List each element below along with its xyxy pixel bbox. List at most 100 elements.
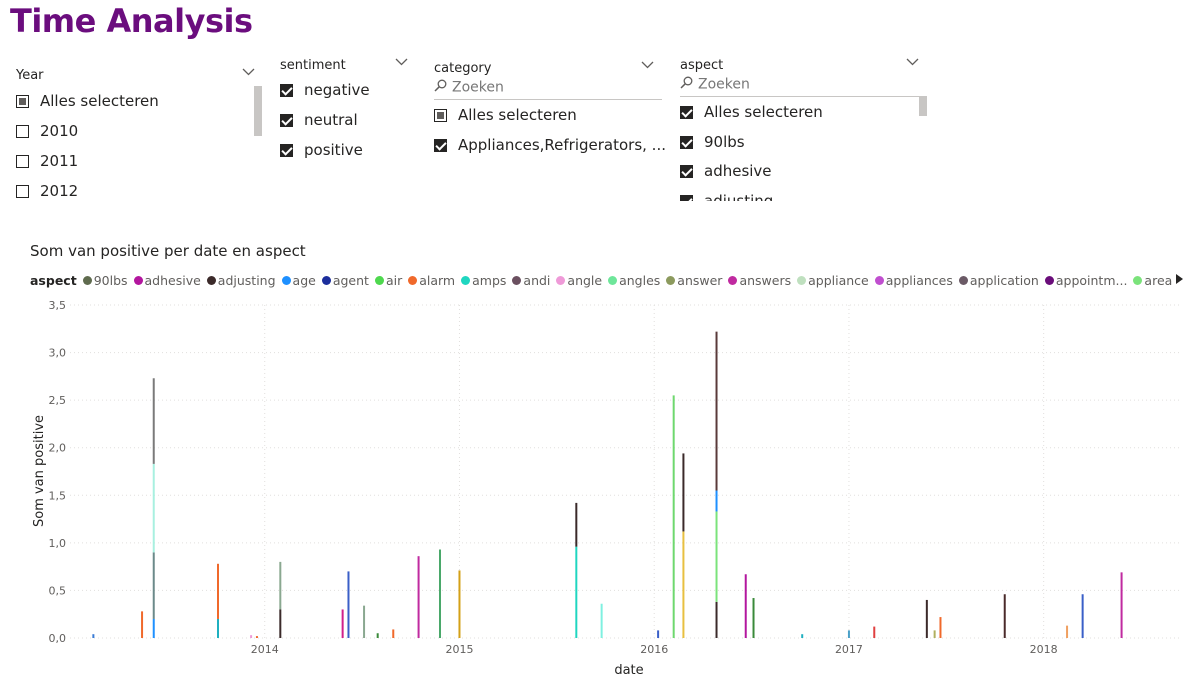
bar-segment [152,463,155,553]
year-scrollbar[interactable] [254,86,262,136]
legend-item[interactable]: answers [728,273,791,288]
legend-dot-icon [728,276,738,285]
year-option[interactable]: 2011 [16,150,78,172]
chevron-down-icon[interactable] [906,58,919,66]
bar-segment [744,574,747,638]
checkbox-icon[interactable] [434,138,447,152]
bar-segment [347,571,350,638]
checkbox-icon[interactable] [16,154,29,168]
legend-item[interactable]: appointm... [1044,273,1127,288]
bar-segment [939,617,942,638]
category-search-input[interactable]: Zoeken [434,79,662,100]
legend-dot-icon [666,276,676,285]
checkbox-icon[interactable] [280,83,293,97]
bar-segment [458,570,461,638]
bar-segment [217,618,219,638]
legend-item[interactable]: air [374,273,403,288]
bar-segment [1081,594,1084,638]
checkbox-icon[interactable] [16,124,29,138]
bar-segment [600,603,603,638]
y-tick-label: 2,0 [49,442,67,455]
bar-segment [152,552,155,619]
legend-item[interactable]: adhesive [133,273,201,288]
bar-segment [575,502,578,547]
legend-dot-icon [797,276,807,285]
year-option[interactable]: 2012 [16,180,78,202]
category-option[interactable]: Appliances,Refrigerators, ... [434,134,666,156]
checkbox-icon[interactable] [680,194,693,201]
aspect-search-input[interactable]: Zoeken [680,76,920,97]
checkbox-icon[interactable] [680,164,693,178]
bar-segment [152,378,155,464]
checkbox-icon[interactable] [16,94,29,108]
aspect-slicer[interactable]: aspect Zoeken Alles selecteren 90lbs adh… [680,56,930,201]
search-icon [434,79,448,96]
year-option[interactable]: 2010 [16,120,78,142]
chart-title: Som van positive per date en aspect [30,242,306,260]
legend-label: adjusting [217,273,276,288]
sentiment-slicer[interactable]: sentiment negative neutral positive [280,56,410,166]
bar-segment [217,563,219,619]
aspect-scrollbar[interactable] [919,96,927,116]
legend-item[interactable]: andi [512,273,550,288]
checkbox-icon[interactable] [280,143,293,157]
bar-segment [715,490,718,512]
sentiment-option[interactable]: negative [280,79,370,101]
category-option[interactable]: Alles selecteren [434,104,577,126]
legend-item[interactable]: appliances [874,273,953,288]
legend-dot-icon [408,276,418,285]
bar-segment [1066,625,1069,638]
legend-item[interactable]: answer [666,273,722,288]
category-slicer[interactable]: category Zoeken Alles selecteren Applian… [434,59,666,164]
legend-item[interactable]: angle [556,273,602,288]
bar-segment [363,605,366,638]
year-slicer[interactable]: Year Alles selecteren 2010 2011 2012 [16,66,266,206]
bar-segment [152,618,155,638]
legend-label: application [969,273,1039,288]
bar-segment [672,395,675,638]
checkbox-icon[interactable] [16,184,29,198]
bar-segment [279,609,282,638]
aspect-option[interactable]: 90lbs [680,131,745,153]
x-tick-label: 2015 [445,643,473,656]
checkbox-icon[interactable] [680,105,693,119]
legend-label: air [385,273,403,288]
bar-segment [92,634,95,638]
legend-item[interactable]: agent [321,273,369,288]
sentiment-option[interactable]: neutral [280,109,358,131]
sentiment-slicer-header: sentiment [280,58,346,73]
aspect-option[interactable]: adhesive [680,160,772,182]
bar-segment [715,601,718,638]
legend-dot-icon [1133,276,1143,285]
sentiment-option[interactable]: positive [280,139,363,161]
legend-dot-icon [556,276,566,285]
bar-segment [682,453,685,532]
x-tick-label: 2014 [251,643,279,656]
legend-item[interactable]: age [281,273,316,288]
legend-item[interactable]: alarm [408,273,455,288]
legend-item[interactable]: amps [461,273,506,288]
legend-label: adhesive [144,273,201,288]
legend-next-arrow-icon[interactable] [1176,274,1183,287]
legend-label: appliances [885,273,953,288]
y-tick-label: 1,5 [49,489,67,502]
legend-item[interactable]: appliance [797,273,869,288]
year-option[interactable]: Alles selecteren [16,90,159,112]
checkbox-icon[interactable] [680,135,693,149]
chart-legend: aspect 90lbs adhesive adjusting age agent air… [30,273,1178,288]
chevron-down-icon[interactable] [395,58,408,66]
aspect-option[interactable]: adjusting [680,190,773,201]
chevron-down-icon[interactable] [641,61,654,69]
legend-item[interactable]: area [1133,273,1172,288]
bar-segment [925,599,928,638]
legend-item[interactable]: angles [608,273,660,288]
checkbox-icon[interactable] [434,108,447,122]
legend-item[interactable]: adjusting [206,273,276,288]
chevron-down-icon[interactable] [242,68,255,76]
legend-item[interactable]: 90lbs [82,273,128,288]
bar-segment [250,635,253,638]
x-axis-label: date [614,663,643,678]
aspect-option[interactable]: Alles selecteren [680,101,823,123]
checkbox-icon[interactable] [280,113,293,127]
legend-item[interactable]: application [958,273,1039,288]
